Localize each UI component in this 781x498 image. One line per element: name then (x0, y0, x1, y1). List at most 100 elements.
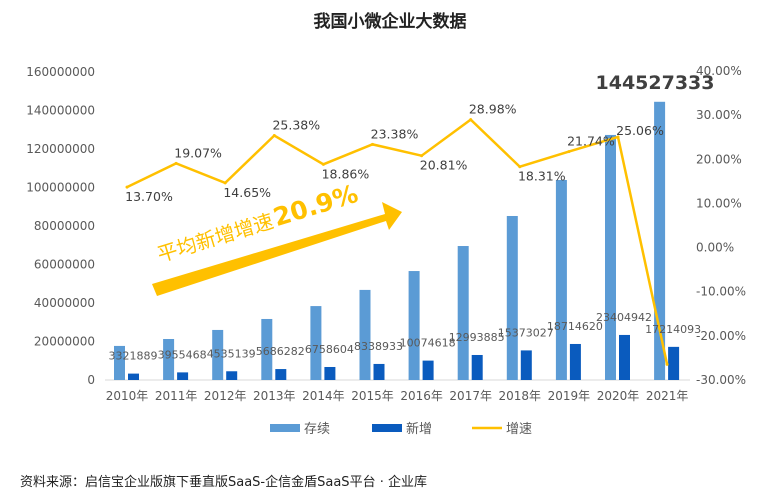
right-axis-tick: -20.00% (696, 329, 746, 343)
bar-stock (654, 101, 666, 380)
bar-stock (261, 318, 273, 380)
bar-stock (408, 271, 420, 380)
bar-stock (506, 215, 518, 380)
bar-new (275, 369, 287, 380)
growth-point (223, 181, 227, 185)
bar-new (471, 354, 483, 380)
highlight-label: 144527333 (596, 72, 715, 94)
left-axis-tick: 40000000 (34, 296, 95, 310)
chart-title: 我国小微企业大数据 (314, 11, 467, 32)
legend-swatch (372, 424, 402, 432)
growth-data-label: 23.38% (371, 126, 419, 141)
bar-new (619, 334, 630, 380)
x-axis-tick: 2013年 (253, 389, 296, 403)
x-axis-tick: 2016年 (400, 389, 443, 403)
growth-point (518, 165, 522, 169)
source-note: 资料来源：启信宝企业版旗下垂直版SaaS-企信金盾SaaS平台 · 企业库 (20, 474, 427, 490)
x-axis-tick: 2021年 (646, 389, 689, 403)
growth-point (469, 118, 473, 122)
left-axis-tick: 120000000 (26, 142, 95, 156)
average-growth-annotation: 平均新增增速 20.9% (152, 179, 402, 296)
x-axis-tick: 2014年 (302, 389, 345, 403)
growth-data-label: 14.65% (223, 185, 271, 200)
x-axis-tick: 2010年 (106, 389, 149, 403)
growth-point (420, 154, 424, 158)
bar-new (668, 346, 680, 380)
left-axis-tick: 160000000 (26, 65, 95, 79)
bar-new (520, 350, 532, 380)
legend-label: 增速 (506, 422, 532, 437)
right-axis-tick: 20.00% (696, 152, 742, 166)
growth-data-label: 25.38% (272, 118, 320, 133)
x-axis-tick: 2011年 (155, 389, 198, 403)
legend: 存续 新增 增速 (270, 421, 532, 437)
new-data-label: 3321889 (109, 350, 158, 363)
growth-data-label: 18.31% (518, 169, 566, 184)
growth-point (567, 150, 571, 154)
bar-stock (457, 246, 469, 380)
left-axis-tick: 20000000 (34, 335, 95, 349)
growth-point (125, 185, 129, 189)
bar-stock (114, 345, 125, 380)
bar-stock (605, 134, 616, 380)
growth-data-label: 13.70% (125, 189, 173, 204)
new-data-label: 17214093 (645, 323, 701, 336)
right-axis-tick: 40.00% (696, 64, 742, 78)
right-axis-tick: -30.00% (696, 373, 746, 387)
bar-stock (212, 329, 224, 380)
left-axis-tick: 0 (87, 373, 95, 387)
annotation-value: 20.9% (270, 179, 361, 232)
new-data-label: 18714620 (547, 320, 603, 333)
legend-label: 存续 (304, 422, 330, 437)
growth-data-label: 20.81% (420, 158, 468, 173)
growth-data-label: 28.98% (469, 102, 517, 117)
bar-stock (310, 306, 322, 380)
growth-data-label: 18.86% (322, 166, 370, 181)
bar-new (373, 363, 385, 380)
bar-stock (359, 289, 371, 380)
bar-new (324, 366, 336, 380)
growth-point (272, 134, 276, 138)
legend-swatch (270, 424, 300, 432)
bar-new (422, 360, 434, 380)
new-data-label: 4535139 (207, 347, 256, 360)
growth-point (371, 142, 374, 146)
growth-data-label: 21.74% (567, 134, 615, 149)
x-axis-tick: 2018年 (499, 389, 542, 403)
growth-line (126, 118, 669, 365)
left-axis-tick: 100000000 (26, 181, 95, 195)
x-axis-tick: 2012年 (204, 389, 247, 403)
growth-data-label: 19.07% (174, 145, 222, 160)
x-axis-tick: 2019年 (548, 389, 591, 403)
growth-point (174, 161, 178, 165)
legend-label: 新增 (406, 421, 432, 437)
left-axis-tick: 60000000 (34, 258, 95, 272)
right-axis-tick: -10.00% (696, 285, 746, 299)
new-data-label: 6758604 (305, 343, 354, 356)
right-axis-tick: 30.00% (696, 108, 742, 122)
growth-data-label: 25.06% (616, 123, 664, 138)
bar-new (177, 372, 189, 380)
growth-point (665, 362, 669, 366)
x-axis-tick: 2017年 (449, 389, 492, 403)
new-data-label: 12993885 (449, 331, 505, 344)
bar-new (569, 343, 581, 380)
trend-arrow (152, 202, 402, 296)
new-data-label: 3955468 (158, 348, 207, 361)
bar-stock (163, 338, 175, 380)
x-axis-tick: 2015年 (351, 389, 394, 403)
new-data-label: 10074618 (400, 337, 456, 350)
new-data-label: 8338933 (354, 340, 403, 353)
left-axis-tick: 80000000 (34, 219, 95, 233)
new-data-label: 5686282 (256, 345, 305, 358)
growth-point (321, 162, 325, 166)
right-axis-tick: 0.00% (696, 241, 734, 255)
x-axis-tick: 2020年 (597, 389, 640, 403)
bar-new (226, 371, 238, 380)
bar-stock (555, 179, 567, 380)
growth-point (616, 135, 620, 139)
right-axis-tick: 10.00% (696, 196, 742, 210)
bar-new (128, 373, 139, 380)
new-data-label: 15373027 (498, 326, 554, 339)
